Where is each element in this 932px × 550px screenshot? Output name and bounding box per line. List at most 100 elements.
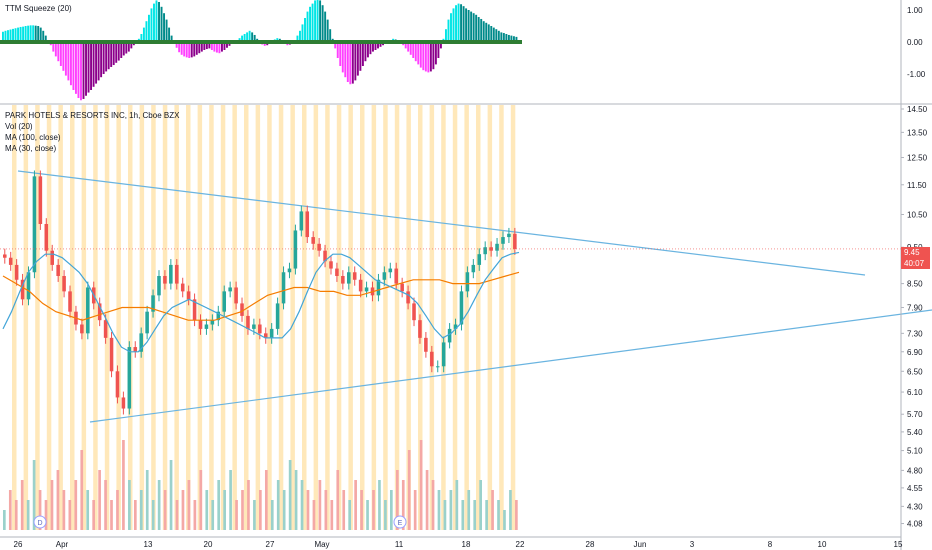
histogram-bar bbox=[492, 27, 495, 42]
histogram-bar bbox=[160, 6, 163, 43]
candle-body bbox=[180, 283, 185, 292]
session-band bbox=[302, 105, 307, 530]
histogram-bar bbox=[407, 42, 410, 52]
histogram-bar bbox=[165, 19, 168, 42]
histogram-bar bbox=[9, 29, 12, 42]
session-band bbox=[81, 105, 87, 530]
histogram-bar bbox=[120, 42, 123, 58]
event-marker-label: D bbox=[37, 520, 42, 527]
candle-body bbox=[418, 320, 422, 338]
zero-line bbox=[0, 40, 522, 44]
volume-bar bbox=[288, 460, 292, 530]
histogram-bar bbox=[460, 4, 463, 43]
candle-body bbox=[175, 264, 179, 284]
candle-body bbox=[62, 275, 66, 292]
histogram-bar bbox=[429, 42, 432, 72]
volume-bar bbox=[300, 480, 304, 530]
volume-bar bbox=[253, 500, 256, 530]
volume-bar bbox=[74, 480, 78, 530]
time-tick-label: 27 bbox=[266, 540, 275, 549]
histogram-bar bbox=[470, 11, 473, 42]
volume-bar bbox=[366, 500, 369, 530]
histogram-bar bbox=[218, 42, 221, 54]
histogram-bar bbox=[175, 42, 178, 48]
volume-bar bbox=[199, 470, 203, 530]
histogram-bar bbox=[414, 42, 417, 62]
candle-body bbox=[465, 272, 470, 292]
price-tick-label: 13.50 bbox=[907, 128, 928, 137]
candle-body bbox=[109, 337, 114, 372]
volume-bar bbox=[467, 490, 471, 530]
session-band bbox=[267, 105, 272, 530]
histogram-bar bbox=[226, 42, 228, 48]
histogram-bar bbox=[158, 2, 160, 42]
volume-bar bbox=[68, 500, 72, 530]
volume-bar bbox=[276, 480, 280, 530]
candle-body bbox=[56, 264, 60, 276]
histogram-bar bbox=[7, 30, 9, 42]
candle-body bbox=[127, 347, 132, 409]
histogram-bar bbox=[122, 42, 125, 56]
candle-body bbox=[163, 275, 167, 284]
candle-body bbox=[358, 279, 363, 292]
volume-bar bbox=[133, 500, 137, 530]
candle-body bbox=[258, 324, 262, 334]
volume-bar bbox=[235, 500, 238, 530]
upper-trendline bbox=[17, 170, 866, 276]
price-tick-label: 4.80 bbox=[907, 466, 923, 475]
candle-body bbox=[406, 291, 410, 304]
histogram-bar bbox=[205, 42, 208, 50]
histogram-bar bbox=[127, 42, 130, 52]
candle-body bbox=[447, 328, 452, 343]
volume-bar bbox=[437, 490, 441, 530]
histogram-bar bbox=[150, 8, 153, 42]
session-band bbox=[383, 105, 388, 530]
volume-bar bbox=[384, 500, 387, 530]
candle-body bbox=[3, 254, 7, 258]
histogram-bar bbox=[110, 42, 113, 67]
price-tick-label: 5.10 bbox=[907, 447, 923, 456]
indicator-tick-label: 1.00 bbox=[907, 6, 923, 15]
volume-bar bbox=[229, 470, 232, 530]
candle-body bbox=[38, 176, 43, 224]
histogram-bar bbox=[241, 35, 244, 42]
session-band bbox=[197, 105, 203, 530]
candle-body bbox=[477, 254, 482, 265]
volume-bar bbox=[139, 490, 143, 530]
histogram-bar bbox=[147, 14, 150, 43]
histogram-bar bbox=[409, 42, 412, 55]
price-tick-label: 10.50 bbox=[907, 211, 928, 220]
histogram-bar bbox=[62, 42, 65, 71]
histogram-bar bbox=[377, 42, 379, 49]
histogram-bar bbox=[39, 27, 42, 42]
volume-bar bbox=[401, 480, 405, 530]
histogram-bar bbox=[500, 32, 503, 42]
session-band bbox=[12, 105, 17, 530]
histogram-bar bbox=[301, 24, 304, 42]
histogram-bar bbox=[168, 27, 171, 42]
histogram-bar bbox=[490, 26, 493, 42]
candle-body bbox=[192, 299, 197, 321]
session-band bbox=[336, 105, 342, 530]
volume-bar bbox=[419, 440, 423, 530]
candle-body bbox=[341, 275, 345, 284]
price-tick-label: 7.90 bbox=[907, 304, 923, 313]
volume-bar bbox=[175, 500, 179, 530]
histogram-bar bbox=[339, 42, 342, 66]
candle-body bbox=[204, 324, 209, 329]
session-band bbox=[116, 105, 121, 530]
candle-body bbox=[388, 268, 393, 273]
price-tick-label: 5.70 bbox=[907, 410, 923, 419]
histogram-bar bbox=[296, 35, 299, 42]
volume-bar bbox=[443, 500, 447, 530]
candle-body bbox=[293, 230, 298, 269]
volume-bar bbox=[163, 490, 167, 530]
session-band bbox=[371, 105, 377, 530]
histogram-bar bbox=[32, 25, 35, 42]
histogram-bar bbox=[125, 42, 128, 54]
candle-body bbox=[240, 303, 244, 316]
histogram-bar bbox=[69, 42, 72, 86]
candle-body bbox=[269, 328, 274, 338]
histogram-bar bbox=[452, 8, 455, 42]
